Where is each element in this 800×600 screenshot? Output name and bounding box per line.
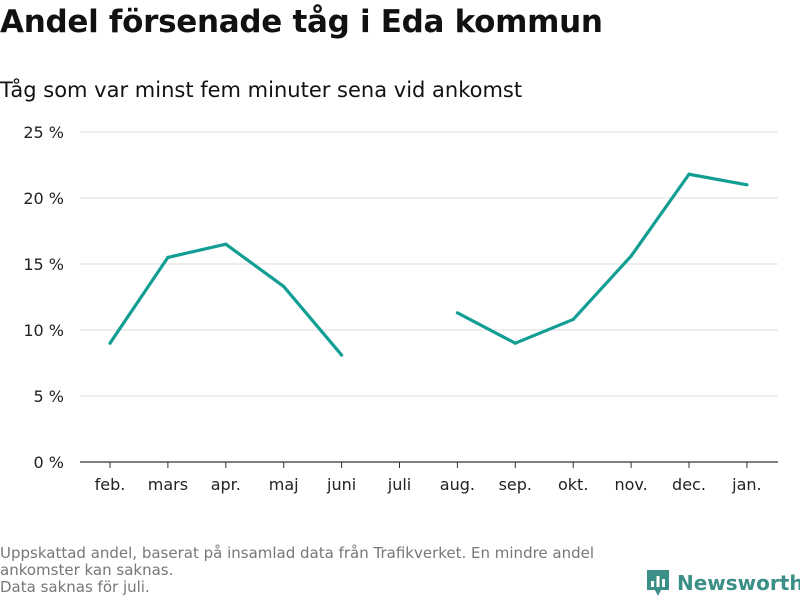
x-tick-label: dec.	[672, 475, 706, 494]
data-point	[340, 353, 344, 357]
y-axis: 0 % 5 % 10 % 15 % 20 % 25 %	[23, 123, 64, 472]
x-tick-label: juli	[387, 475, 411, 494]
data-point	[745, 183, 749, 187]
x-tick-label: okt.	[558, 475, 588, 494]
x-tick-label: apr.	[211, 475, 241, 494]
x-tick-label: feb.	[95, 475, 126, 494]
y-tick-label: 5 %	[34, 387, 64, 406]
grid-lines	[80, 131, 778, 397]
x-tick-label: nov.	[614, 475, 647, 494]
data-point	[455, 311, 459, 315]
footnote-line: ankomster kan saknas.	[0, 561, 174, 579]
footnote: Uppskattad andel, baserat på insamlad da…	[0, 545, 594, 596]
data-point	[571, 317, 575, 322]
y-tick-label: 10 %	[23, 321, 64, 340]
y-tick-label: 15 %	[23, 255, 64, 274]
footnote-line: Uppskattad andel, baserat på insamlad da…	[0, 544, 595, 562]
x-tick-label: aug.	[440, 475, 475, 494]
x-tick-label: sep.	[499, 475, 532, 494]
data-point	[282, 284, 286, 289]
data-point	[108, 341, 112, 345]
data-point	[687, 172, 691, 176]
x-axis: feb. mars apr. maj juni juli aug. sep. okt. nov. d…	[80, 461, 778, 494]
series-line-segment	[108, 242, 343, 357]
x-tick-label: jan.	[731, 475, 761, 494]
footnote-line: Data saknas för juli.	[0, 578, 150, 596]
data-point	[513, 341, 517, 345]
y-tick-label: 20 %	[23, 189, 64, 208]
data-point	[166, 255, 170, 259]
bar-chart-logo-icon	[647, 570, 669, 596]
x-tick-label: juni	[326, 475, 356, 494]
chart-subtitle: Tåg som var minst fem minuter sena vid a…	[0, 78, 523, 102]
x-tick-label: maj	[269, 475, 299, 494]
y-tick-label: 0 %	[34, 453, 64, 472]
data-point	[629, 254, 633, 258]
brand-name: Newsworthy	[677, 571, 800, 595]
x-tick-label: mars	[148, 475, 188, 494]
series-line-segment	[456, 172, 748, 345]
chart-title: Andel försenade tåg i Eda kommun	[0, 4, 603, 40]
brand-logo: Newsworthy	[645, 568, 800, 598]
data-point	[224, 242, 228, 246]
y-tick-label: 25 %	[23, 123, 64, 142]
series	[108, 172, 749, 357]
